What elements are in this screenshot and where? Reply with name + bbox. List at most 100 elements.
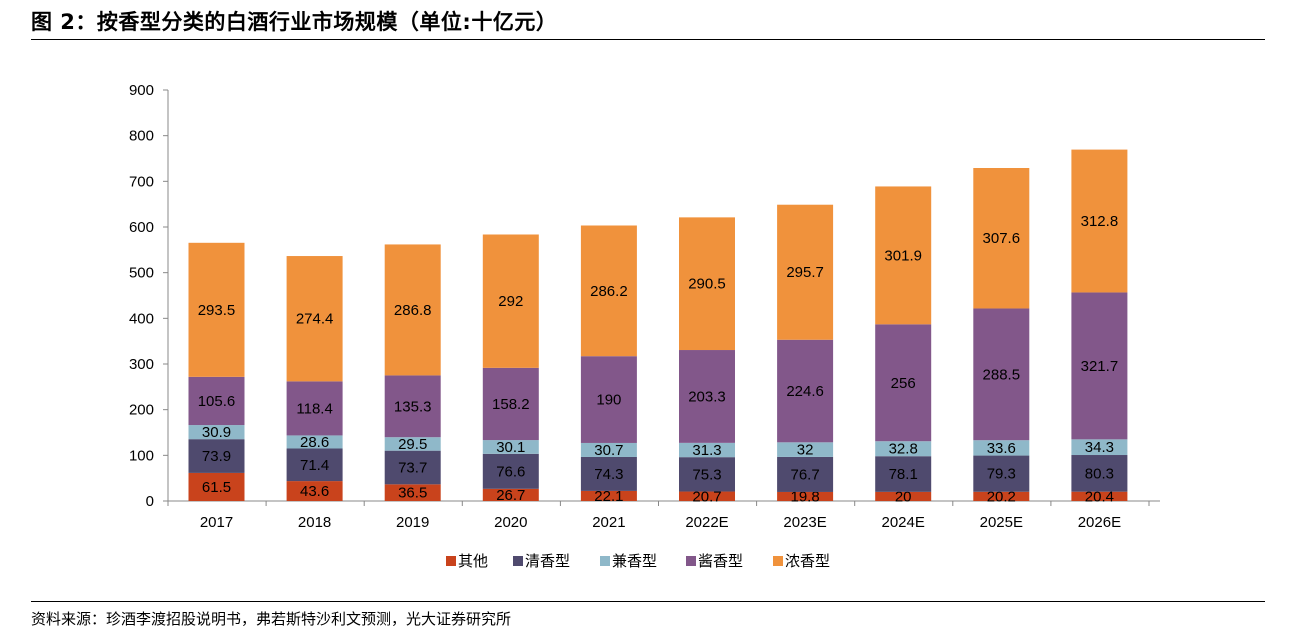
- data-label: 118.4: [296, 400, 332, 417]
- bar-segment: [875, 456, 932, 492]
- x-tick-label: 2024E: [882, 514, 925, 531]
- stacked-bar-chart: 0 100 200 300 400 500 600 700 800 900 61.5 73.9 30.9…: [129, 82, 1160, 570]
- title-rule: [31, 39, 1265, 40]
- bar-segment: [679, 442, 735, 458]
- bar-segment: [482, 488, 539, 501]
- data-label: 75.3: [692, 466, 721, 483]
- bar-segment: [679, 491, 735, 501]
- data-label: 74.3: [594, 466, 623, 483]
- legend-label: 兼香型: [612, 553, 657, 570]
- bar-segment: [875, 491, 932, 501]
- bar-segment: [188, 376, 245, 426]
- legend-swatch: [773, 556, 783, 566]
- bar-segment: [580, 456, 637, 491]
- data-label: 30.9: [202, 424, 231, 441]
- y-tick-label: 700: [129, 173, 154, 190]
- data-label: 22.1: [594, 488, 623, 505]
- bar-segment: [384, 437, 441, 451]
- data-label: 31.3: [692, 442, 721, 459]
- bar-segment: [875, 441, 932, 457]
- y-tick-label: 0: [146, 493, 154, 510]
- bar-segment: [973, 308, 1030, 441]
- bar-segment: [580, 225, 637, 357]
- legend-label: 酱香型: [698, 553, 743, 570]
- bar-segment: [973, 440, 1030, 456]
- bar-segment: [777, 339, 834, 443]
- data-label: 274.4: [296, 311, 334, 328]
- data-label: 286.8: [394, 302, 432, 319]
- y-tick-label: 400: [129, 310, 154, 327]
- bar-segment: [777, 204, 834, 340]
- data-label: 79.3: [987, 466, 1016, 483]
- data-label: 32: [797, 442, 814, 459]
- bar-segment: [580, 490, 637, 501]
- data-label: 78.1: [889, 466, 918, 483]
- bar-segment: [482, 367, 539, 441]
- data-label: 36.5: [398, 485, 427, 502]
- bar-segment: [1071, 149, 1128, 293]
- bar-segment: [188, 425, 245, 440]
- bar-segment: [286, 448, 343, 482]
- data-label: 73.7: [398, 460, 427, 477]
- bar-segment: [384, 484, 441, 501]
- data-label: 19.8: [790, 488, 819, 505]
- source-note: 资料来源：珍酒李渡招股说明书，弗若斯特沙利文预测，光大证券研究所: [31, 610, 512, 628]
- bar-segment: [875, 324, 932, 442]
- data-label: 307.6: [983, 230, 1021, 247]
- data-label: 20.7: [692, 488, 721, 505]
- data-label: 61.5: [202, 479, 231, 496]
- bar-segment: [188, 472, 245, 501]
- y-tick-label: 100: [129, 447, 154, 464]
- x-tick-label: 2018: [298, 514, 331, 531]
- data-label: 32.8: [889, 441, 918, 458]
- legend-label: 其他: [458, 553, 488, 570]
- legend-swatch: [513, 556, 523, 566]
- data-label: 76.6: [496, 463, 525, 480]
- data-label: 292: [498, 293, 523, 310]
- bar-segment: [679, 350, 735, 443]
- bar-segment: [1071, 292, 1128, 440]
- data-label: 80.3: [1085, 465, 1114, 482]
- data-label: 203.3: [688, 388, 726, 405]
- bar-segment: [286, 256, 343, 382]
- y-tick-label: 300: [129, 356, 154, 373]
- y-tick-label: 500: [129, 265, 154, 282]
- data-label: 295.7: [786, 264, 824, 281]
- bar-segment: [482, 440, 539, 454]
- data-label: 256: [891, 375, 916, 392]
- data-label: 290.5: [688, 276, 726, 293]
- legend-swatch: [686, 556, 696, 566]
- legend-label: 清香型: [525, 553, 570, 570]
- data-label: 224.6: [786, 383, 824, 400]
- data-label: 33.6: [987, 440, 1016, 457]
- bar-segment: [777, 456, 834, 492]
- bar-segment: [679, 457, 735, 492]
- bar-segment: [384, 375, 441, 438]
- data-label: 190: [596, 392, 621, 409]
- x-tick-label: 2017: [200, 514, 233, 531]
- y-tick-label: 800: [129, 128, 154, 145]
- bar-segment: [1071, 491, 1128, 501]
- bar-segment: [679, 217, 735, 351]
- data-label: 105.6: [198, 393, 236, 410]
- y-tick-label: 600: [129, 219, 154, 236]
- data-label: 30.1: [496, 439, 525, 456]
- bar-segment: [286, 435, 343, 449]
- data-label: 30.7: [594, 442, 623, 459]
- y-tick-label: 200: [129, 402, 154, 419]
- data-label: 286.2: [590, 283, 628, 300]
- bar-segment: [286, 481, 343, 501]
- bar-segment: [580, 442, 637, 457]
- data-label: 20.2: [987, 488, 1016, 505]
- data-label: 43.6: [300, 483, 329, 500]
- bar-segment: [973, 491, 1030, 501]
- data-label: 26.7: [496, 487, 525, 504]
- legend-swatch: [600, 556, 610, 566]
- data-label: 20: [895, 488, 912, 505]
- data-label: 321.7: [1081, 358, 1119, 375]
- x-tick-label: 2020: [494, 514, 527, 531]
- x-tick-label: 2022E: [685, 514, 728, 531]
- legend-label: 浓香型: [785, 553, 830, 570]
- data-label: 158.2: [492, 396, 530, 413]
- x-tick-label: 2023E: [783, 514, 826, 531]
